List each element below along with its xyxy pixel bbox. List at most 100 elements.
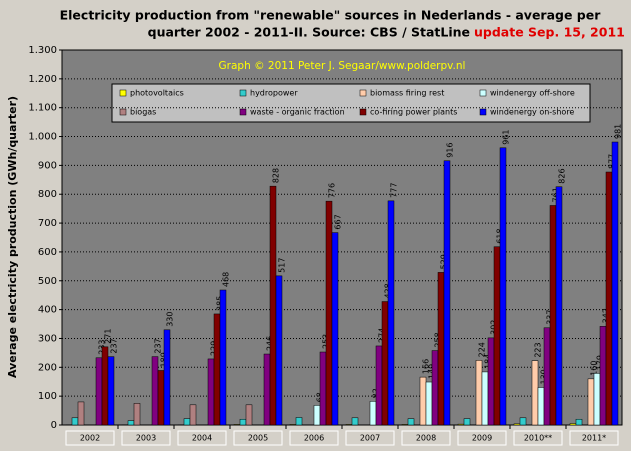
x-tick-label: 2011* <box>582 434 606 443</box>
value-label: 223 <box>534 342 543 357</box>
x-tick-box <box>569 430 619 446</box>
bar <box>189 404 197 426</box>
value-label: 468 <box>222 272 231 287</box>
y-tick-label: 1.300 <box>28 45 57 56</box>
value-label: 981 <box>614 124 623 139</box>
bar <box>549 205 557 426</box>
value-label: 271 <box>104 329 113 344</box>
x-tick-label: 2009 <box>472 434 492 443</box>
x-tick-box <box>177 430 227 446</box>
value-label: 237 <box>110 338 119 353</box>
bar <box>519 417 527 426</box>
bar <box>555 186 563 426</box>
x-tick-label: 2007 <box>360 434 380 443</box>
bar <box>537 387 545 426</box>
x-tick-label: 2002 <box>80 434 100 443</box>
bar <box>375 345 383 426</box>
y-axis-label: Average electricity production (GWh/quar… <box>6 96 19 378</box>
bar <box>157 370 165 426</box>
y-tick-label: 900 <box>38 160 57 171</box>
value-label: 237 <box>154 338 163 353</box>
bar <box>289 424 297 426</box>
bar <box>325 200 333 426</box>
bar <box>77 401 85 426</box>
bar <box>331 232 339 426</box>
y-tick-label: 200 <box>38 362 57 373</box>
y-tick-label: 500 <box>38 276 57 287</box>
y-tick-label: 400 <box>38 305 57 316</box>
bar <box>611 141 619 426</box>
bar <box>369 401 377 426</box>
y-tick-label: 1.000 <box>28 132 57 143</box>
y-tick-label: 600 <box>38 247 57 258</box>
bar <box>431 350 439 426</box>
bar <box>543 327 551 426</box>
bar <box>245 404 253 426</box>
bar <box>233 424 241 426</box>
value-label: 160 <box>590 361 599 376</box>
bar <box>487 337 495 426</box>
x-tick-box <box>65 430 115 446</box>
legend-swatch <box>239 89 247 97</box>
chart-title: quarter 2002 - 2011-II. Source: CBS / St… <box>148 25 470 40</box>
legend-swatch <box>239 108 247 116</box>
x-tick-box <box>289 430 339 446</box>
y-tick-label: 100 <box>38 391 57 402</box>
legend-label: hydropower <box>250 89 298 98</box>
y-tick-label: 800 <box>38 189 57 200</box>
bar <box>605 171 613 426</box>
x-tick-box <box>513 430 563 446</box>
value-label: 667 <box>334 214 343 229</box>
bar <box>381 301 389 426</box>
bar <box>443 160 451 426</box>
x-tick-label: 2006 <box>304 434 324 443</box>
bar <box>239 418 247 426</box>
bar <box>513 423 521 426</box>
bar <box>183 418 191 426</box>
legend-label: biomass firing rest <box>370 89 444 98</box>
bar <box>107 356 115 426</box>
y-tick-label: 1.200 <box>28 74 57 85</box>
legend-label: co-firing power plants <box>370 108 457 117</box>
x-tick-label: 2005 <box>248 434 268 443</box>
bar <box>275 275 283 426</box>
bar <box>463 418 471 426</box>
bar <box>295 417 303 426</box>
bar <box>569 423 577 426</box>
legend-swatch <box>479 89 487 97</box>
x-tick-label: 2008 <box>416 434 436 443</box>
bar <box>493 246 501 426</box>
bar <box>313 405 321 426</box>
value-label: 776 <box>328 183 337 198</box>
value-label: 828 <box>272 168 281 183</box>
value-label: 916 <box>446 142 455 157</box>
bar <box>345 424 353 426</box>
bar <box>133 403 141 426</box>
x-tick-label: 2004 <box>192 434 212 443</box>
bar <box>437 272 445 426</box>
bar <box>475 360 483 426</box>
bar <box>575 418 583 426</box>
bar <box>319 351 327 426</box>
bar <box>269 185 277 426</box>
bar <box>457 423 465 426</box>
bar <box>587 378 595 426</box>
bar <box>213 313 221 426</box>
bar <box>593 373 601 426</box>
x-tick-box <box>345 430 395 446</box>
y-tick-label: 300 <box>38 333 57 344</box>
bar <box>387 200 395 426</box>
bar <box>151 356 159 426</box>
legend-swatch <box>479 108 487 116</box>
x-tick-box <box>457 430 507 446</box>
subtitle: Graph © 2011 Peter J. Segaar/www.polderp… <box>219 60 466 72</box>
title-update: update Sep. 15, 2011 <box>474 25 625 40</box>
bar <box>351 417 359 426</box>
bar <box>499 147 507 426</box>
bar <box>407 418 415 426</box>
bar <box>531 360 539 426</box>
legend-label: photovoltaics <box>130 89 184 98</box>
value-label: 826 <box>558 168 567 183</box>
bar <box>71 417 79 426</box>
bar <box>127 420 135 426</box>
